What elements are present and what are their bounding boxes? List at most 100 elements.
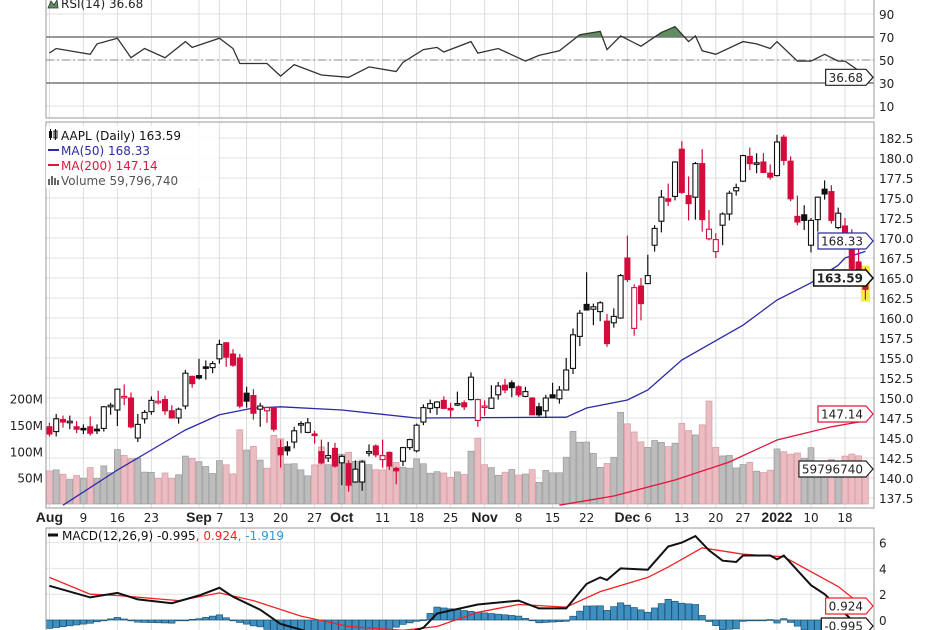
price-tick-label: 177.5	[879, 172, 913, 186]
candlestick	[651, 225, 658, 252]
candlestick	[263, 406, 271, 423]
macd-histogram-bar	[413, 619, 421, 622]
candle-body	[175, 408, 182, 419]
candlestick	[59, 415, 67, 428]
macd-histogram-bar	[66, 619, 74, 627]
candle-body	[100, 406, 107, 429]
x-tick-label: 11	[375, 511, 390, 525]
candlestick	[508, 380, 515, 398]
volume-bar	[365, 464, 373, 505]
candlestick	[107, 402, 114, 415]
candle-body	[345, 463, 352, 486]
volume-tick-label: 150M	[10, 419, 43, 433]
macd-histogram-bar	[651, 607, 659, 621]
candlestick	[155, 390, 162, 405]
candle-body	[352, 468, 359, 483]
volume-bar	[141, 471, 148, 505]
candle-body	[488, 397, 495, 409]
volume-bar	[685, 430, 692, 505]
volume-bar	[467, 450, 475, 505]
candle-body	[223, 342, 230, 358]
macd-legend-label: MACD(12,26,9)	[62, 529, 153, 543]
volume-bar	[386, 465, 393, 505]
candlestick	[338, 454, 345, 486]
volume-bar	[841, 455, 849, 505]
volume-bar	[596, 467, 604, 505]
macd-histogram-bar	[589, 605, 597, 621]
volume-bar	[372, 469, 380, 505]
macd-legend-sep: ,	[196, 529, 200, 543]
x-tick-label: 18	[837, 511, 852, 525]
candle-body	[406, 439, 413, 449]
volume-bar	[610, 456, 618, 505]
price-tick-label: 165.0	[879, 272, 913, 286]
volume-bar	[732, 467, 740, 505]
candlestick	[189, 375, 196, 388]
candlestick	[576, 310, 583, 346]
candlestick	[318, 439, 325, 465]
candle-body	[66, 420, 73, 424]
candlestick	[597, 301, 604, 322]
macd-histogram-bar	[229, 619, 237, 622]
candle-body	[773, 141, 781, 177]
candlestick	[223, 342, 230, 367]
macd-histogram-bar	[113, 617, 121, 621]
candlestick	[202, 360, 209, 380]
volume-value-tag: 59796740	[798, 460, 874, 478]
candle-body	[733, 187, 740, 192]
volume-bar	[175, 474, 182, 505]
candle-body	[467, 376, 475, 401]
candle-body	[678, 148, 685, 193]
price-legend-symbol: AAPL (Daily) 163.59	[61, 129, 181, 143]
candlestick	[522, 386, 529, 398]
volume-bar	[290, 463, 298, 505]
price-tick-label: 150.0	[879, 392, 913, 406]
candlestick	[705, 210, 713, 241]
volume-bar	[399, 466, 407, 505]
volume-bar	[780, 451, 788, 505]
macd-histogram-bar	[161, 619, 169, 624]
macd-histogram-bar	[120, 618, 128, 621]
macd-histogram-bar	[603, 610, 611, 621]
volume-bar	[617, 411, 624, 505]
macd-histogram-bar	[256, 619, 264, 628]
macd-histogram-bar	[610, 606, 618, 621]
candle-body	[216, 343, 223, 360]
volume-bar	[80, 477, 87, 505]
candle-body	[719, 213, 726, 226]
volume-bar	[794, 452, 801, 505]
macd-histogram-bar	[249, 619, 257, 627]
macd-value-tag-box	[820, 617, 874, 630]
candlestick	[685, 176, 692, 221]
rsi-legend: RSI(14) 36.68	[47, 0, 143, 11]
candle-body	[311, 433, 318, 437]
candle-body	[705, 228, 713, 240]
macd-histogram-bar	[134, 619, 142, 623]
volume-bar	[277, 438, 284, 505]
volume-bar	[66, 479, 74, 505]
candle-body	[121, 395, 128, 399]
candle-body	[658, 196, 665, 222]
candlestick	[658, 190, 665, 233]
volume-bar	[127, 458, 135, 505]
x-tick-label: 13	[239, 511, 254, 525]
candlestick	[563, 358, 570, 391]
candle-body	[461, 402, 468, 408]
macd-histogram-bar	[399, 619, 407, 625]
candlestick	[209, 361, 216, 374]
candlestick	[365, 444, 373, 457]
candle-body	[617, 275, 624, 319]
candlestick	[311, 430, 318, 444]
macd-histogram-bar	[263, 619, 271, 630]
volume-bar	[100, 465, 108, 505]
candle-body	[529, 397, 536, 416]
macd-histogram-bar	[657, 603, 665, 621]
signal-value-tag: 0.924	[825, 597, 874, 615]
macd-histogram-bar	[372, 619, 380, 630]
candle-body	[671, 161, 679, 197]
candle-body	[46, 426, 53, 435]
candlestick	[66, 415, 73, 430]
macd-histogram-bar	[698, 615, 706, 621]
candle-body	[603, 320, 611, 345]
candlestick	[481, 400, 488, 416]
